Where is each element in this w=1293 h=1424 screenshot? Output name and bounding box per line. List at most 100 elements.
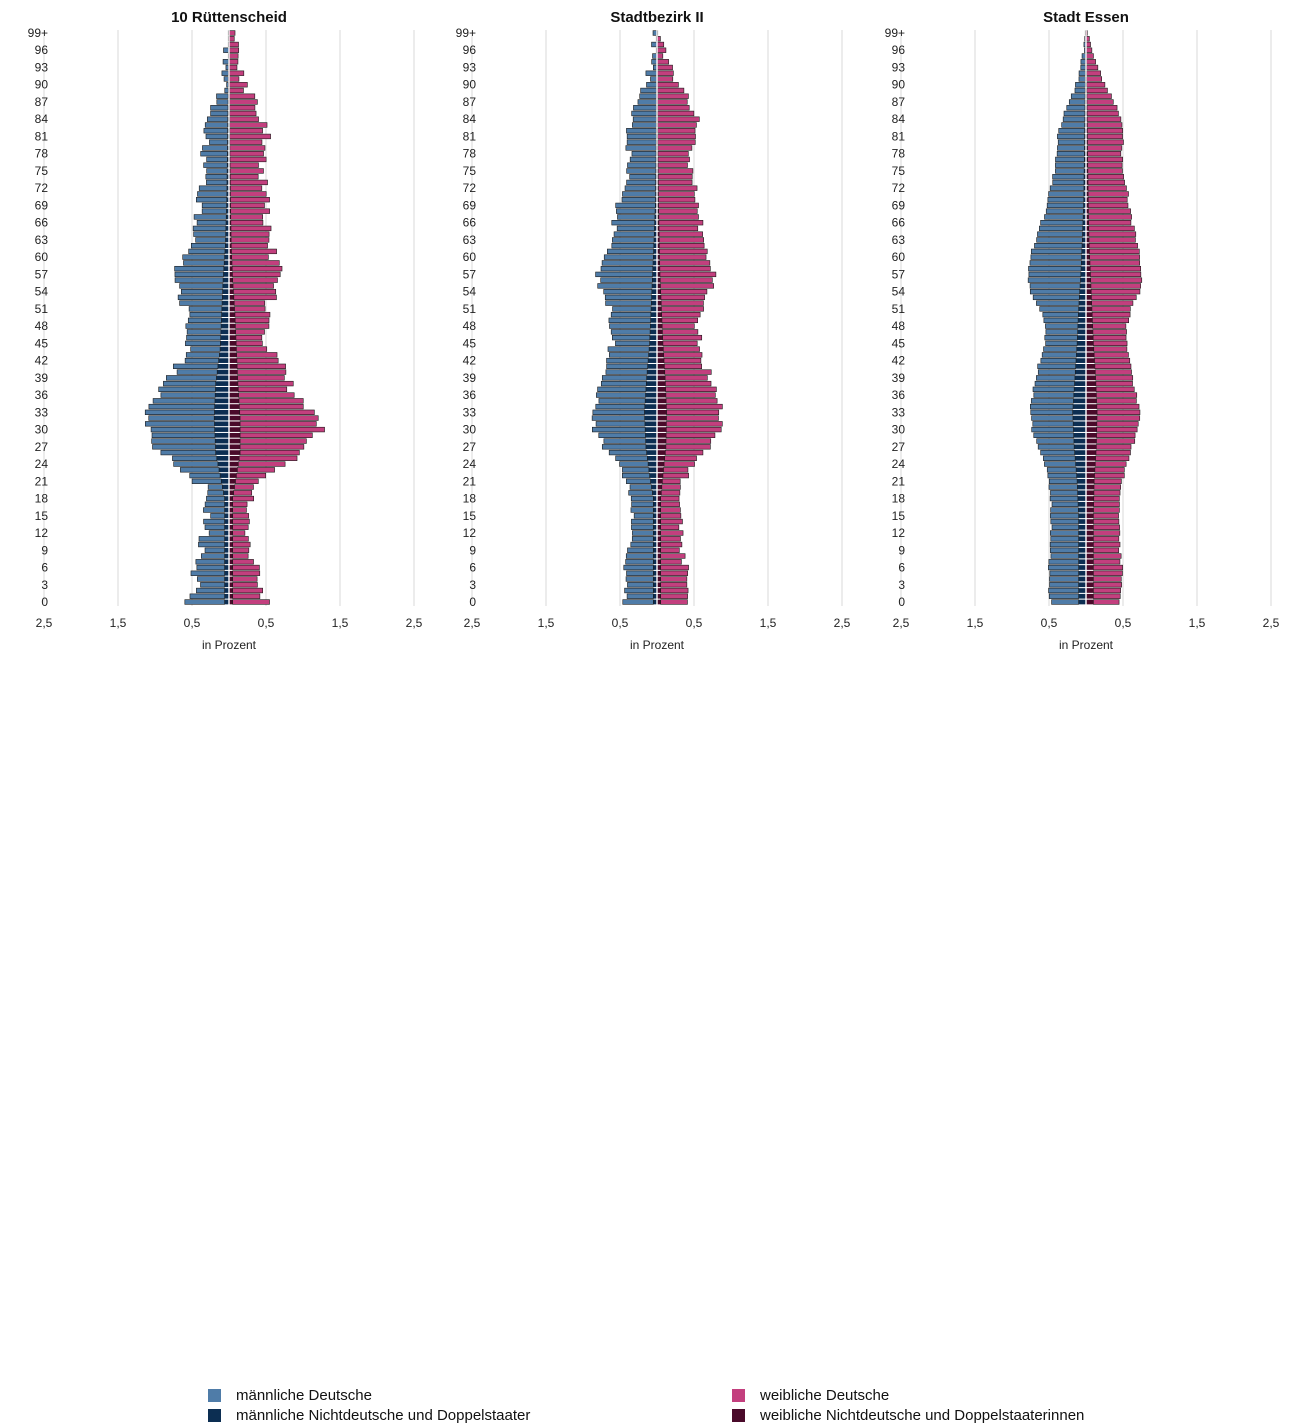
bar-male-german [145, 410, 214, 415]
bar-female-nongerman [229, 324, 235, 329]
bar-female-german [237, 364, 285, 369]
age-tick-label: 24 [892, 457, 906, 471]
bar-male-nongerman [215, 444, 229, 449]
bar-male-german [1043, 312, 1079, 317]
bar-female-german [1093, 565, 1122, 570]
bar-male-nongerman [1079, 536, 1086, 541]
bar-female-german [661, 600, 688, 605]
bar-male-nongerman [651, 485, 657, 490]
bar-male-german [631, 508, 653, 513]
bar-male-german [206, 134, 228, 139]
bar-male-german [609, 318, 651, 323]
bar-male-german [1041, 450, 1075, 455]
legend-swatch-male-nongerman [208, 1409, 221, 1422]
bar-female-german [236, 341, 262, 346]
bar-female-german [1094, 479, 1121, 484]
bar-female-nongerman [1086, 295, 1091, 300]
bar-female-german [666, 439, 711, 444]
bar-female-german [230, 151, 264, 156]
bar-female-german [1094, 347, 1127, 352]
age-tick-label: 3 [469, 578, 476, 592]
bar-female-nongerman [1086, 364, 1095, 369]
bar-female-nongerman [1086, 519, 1093, 524]
bar-male-nongerman [1075, 375, 1086, 380]
bar-female-nongerman [229, 301, 234, 306]
bar-female-german [1094, 502, 1120, 507]
bar-male-german [1033, 295, 1079, 300]
bar-male-german [617, 215, 654, 220]
bar-male-german [1044, 462, 1075, 467]
bar-male-nongerman [221, 324, 229, 329]
bar-male-german [180, 467, 219, 472]
bar-male-nongerman [652, 295, 657, 300]
x-tick-label: 1,5 [332, 616, 349, 630]
age-tick-label: 51 [463, 302, 477, 316]
bar-female-german [658, 163, 687, 168]
bar-male-german [631, 525, 653, 530]
bar-female-nongerman [1086, 439, 1096, 444]
bar-female-nongerman [1086, 330, 1093, 335]
bar-female-german [230, 186, 261, 191]
bar-male-german [185, 358, 219, 363]
bar-female-german [1096, 450, 1130, 455]
bar-female-nongerman [1086, 485, 1094, 490]
bar-female-german [1096, 375, 1133, 380]
bar-male-nongerman [222, 307, 229, 312]
bar-female-german [1092, 318, 1128, 323]
bar-female-german [229, 71, 244, 76]
bar-male-german [1047, 467, 1076, 472]
bar-female-german [230, 169, 263, 174]
bar-female-german [233, 582, 258, 587]
x-tick-label: 0,5 [686, 616, 703, 630]
bar-female-nongerman [1086, 387, 1096, 392]
bar-male-german [608, 347, 649, 352]
bar-male-german [592, 416, 645, 421]
bar-male-german [1079, 77, 1085, 82]
bar-male-nongerman [215, 433, 229, 438]
bar-male-german [1050, 582, 1079, 587]
bar-male-german [1059, 128, 1085, 133]
bar-male-german [1043, 456, 1075, 461]
bar-male-german [196, 559, 225, 564]
bar-male-german [224, 77, 228, 82]
bar-male-nongerman [214, 421, 229, 426]
bar-female-german [233, 513, 249, 518]
bar-female-nongerman [229, 456, 239, 461]
bar-male-german [223, 48, 228, 53]
age-tick-label: 51 [892, 302, 906, 316]
bar-male-german [1046, 330, 1078, 335]
bar-female-german [240, 427, 324, 432]
bar-female-german [229, 36, 234, 41]
bar-male-nongerman [649, 467, 657, 472]
bar-female-nongerman [657, 375, 665, 380]
bar-male-nongerman [1078, 508, 1086, 513]
bar-male-german [1028, 278, 1080, 283]
bar-female-german [233, 559, 254, 564]
bar-male-nongerman [645, 404, 657, 409]
age-tick-label: 9 [469, 543, 476, 557]
bar-male-german [1031, 249, 1081, 254]
bar-female-german [1097, 404, 1139, 409]
bar-male-nongerman [217, 456, 229, 461]
bar-female-nongerman [657, 347, 663, 352]
bar-female-german [239, 398, 303, 403]
bar-male-german [1030, 404, 1073, 409]
bar-male-german [1051, 508, 1079, 513]
bar-female-german [230, 111, 257, 116]
bar-male-nongerman [219, 353, 229, 358]
bar-female-german [663, 335, 702, 340]
bar-female-nongerman [229, 393, 239, 398]
bar-male-nongerman [1079, 307, 1086, 312]
age-tick-label: 87 [35, 95, 49, 109]
bar-male-german [189, 249, 225, 254]
bar-male-german [646, 71, 657, 76]
x-tick-label: 2,5 [1263, 616, 1280, 630]
bar-female-german [231, 209, 270, 214]
age-tick-label: 87 [463, 95, 477, 109]
bar-male-nongerman [1078, 318, 1086, 323]
bar-female-nongerman [229, 433, 240, 438]
bar-male-german [1029, 266, 1082, 271]
age-tick-label: 42 [463, 354, 477, 368]
age-tick-label: 27 [463, 440, 477, 454]
